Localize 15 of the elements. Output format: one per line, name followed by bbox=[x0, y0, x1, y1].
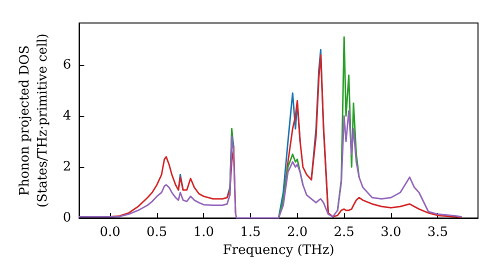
x-axis-title: Frequency (THz) bbox=[222, 243, 334, 258]
y-axis-title: Phonon projected DOS (States/THz·primitive cell) bbox=[18, 33, 50, 208]
y-tick-label: 0 bbox=[62, 210, 72, 226]
x-tick-label: 1.5 bbox=[240, 225, 261, 240]
y-tick-label: 2 bbox=[62, 160, 72, 175]
x-tick-label: 2.0 bbox=[286, 225, 308, 240]
x-tick-label: 3.5 bbox=[427, 225, 448, 240]
line-series bbox=[78, 110, 462, 219]
x-tick-label: 1.0 bbox=[193, 225, 214, 240]
x-tick-label: 0.5 bbox=[146, 225, 168, 240]
y-tick-label: 6 bbox=[62, 58, 72, 73]
x-tick-label: 3.0 bbox=[380, 225, 402, 240]
x-tick-label: 2.5 bbox=[334, 225, 354, 240]
x-tick-label: 0.0 bbox=[100, 225, 120, 240]
y-tick-label: 4 bbox=[62, 108, 72, 124]
